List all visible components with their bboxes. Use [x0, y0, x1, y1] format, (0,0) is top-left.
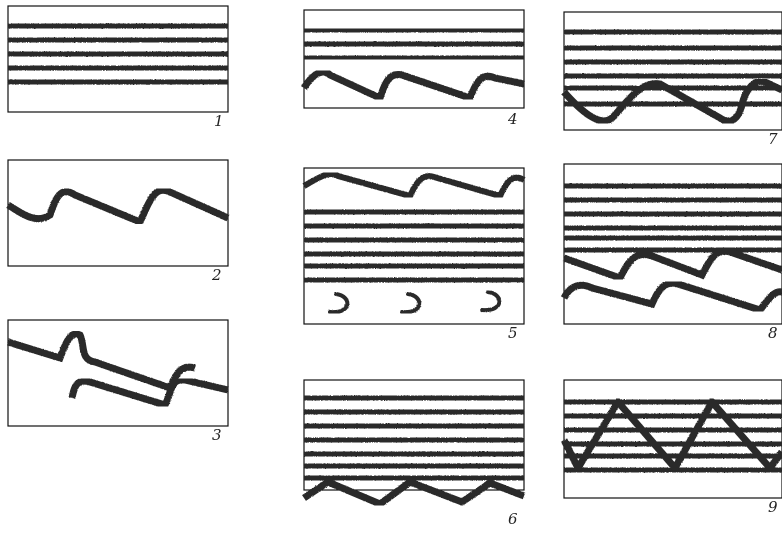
panel-2-label: 2 [212, 266, 222, 284]
panel-1 [7, 5, 229, 113]
panel-frame [303, 379, 525, 491]
wave-line [301, 68, 525, 103]
panel-8-label: 8 [768, 324, 778, 342]
panel-2 [6, 159, 230, 267]
stripe-group [304, 209, 524, 283]
wave-line [6, 186, 230, 227]
stripe-group [564, 29, 782, 107]
panel-frame [7, 319, 229, 427]
panel-8 [560, 163, 782, 325]
wave-line [302, 170, 526, 200]
panel-7-label: 7 [768, 130, 778, 148]
wave-line [302, 478, 526, 508]
panel-frame [7, 159, 229, 267]
panel-3-label: 3 [212, 426, 222, 444]
panel-9 [560, 379, 782, 499]
panel-1-label: 1 [214, 112, 224, 130]
crescent-shape [480, 290, 502, 313]
wave-line [562, 247, 782, 283]
stripe-group [304, 27, 524, 61]
crescent-shape [400, 292, 422, 315]
stripe-group [8, 23, 228, 85]
panel-6-label: 6 [508, 510, 518, 528]
panel-4 [301, 9, 525, 109]
stripe-group [304, 395, 524, 481]
crescent-group [328, 290, 502, 315]
panel-6 [302, 379, 526, 508]
panel-9-label: 9 [768, 498, 778, 516]
panel-frame [563, 11, 782, 131]
panel-7 [561, 11, 782, 131]
crescent-shape [328, 292, 350, 315]
wave-line [6, 330, 196, 393]
stripe-group [564, 183, 782, 253]
panel-frame [303, 167, 525, 325]
wave-line [561, 77, 782, 125]
panel-4-label: 4 [508, 110, 518, 128]
panel-3 [6, 319, 229, 427]
wave-line [68, 376, 229, 410]
panel-frame [7, 5, 229, 113]
panel-5-label: 5 [508, 324, 518, 342]
panel-frame [563, 163, 782, 325]
wave-line [560, 395, 782, 476]
panel-frame [563, 379, 782, 499]
panel-5 [302, 167, 526, 325]
wave-line [560, 279, 782, 315]
